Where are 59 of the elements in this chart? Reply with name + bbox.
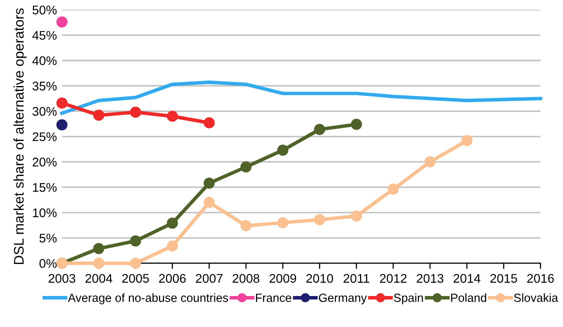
point	[461, 135, 472, 146]
y-tick-label: 25%	[32, 132, 57, 142]
y-tick-label: 15%	[33, 183, 57, 192]
point	[56, 16, 68, 28]
point	[130, 106, 142, 118]
point	[166, 240, 178, 252]
x-tick-label: 2006	[159, 274, 186, 283]
x-tick-label: 2003	[48, 274, 76, 283]
y-tick-label: 45%	[32, 31, 57, 40]
point	[314, 214, 326, 226]
x-tick-label: 2009	[270, 274, 296, 283]
point	[166, 110, 178, 122]
point	[277, 217, 288, 228]
x-tick-label: 2014	[454, 274, 480, 283]
point	[93, 242, 104, 254]
y-tick-label: 0%	[39, 259, 57, 268]
x-tick-label: 2012	[380, 274, 407, 283]
y-axis-title: DSL market share of alternative operators	[14, 8, 26, 264]
x-tick-label: 2015	[490, 274, 518, 283]
x-tick-label: 2005	[122, 274, 149, 283]
point	[424, 156, 436, 168]
y-tick-label: 50%	[32, 6, 57, 14]
legend-label: Poland	[451, 293, 486, 302]
point	[240, 220, 252, 232]
legend-label: Slovakia	[514, 293, 558, 302]
point	[56, 98, 68, 109]
y-tick-label: 40%	[32, 56, 57, 66]
x-tick-label: 2011	[344, 274, 370, 283]
point	[204, 117, 215, 128]
point	[240, 161, 252, 172]
point	[93, 110, 104, 121]
legend-label: Spain	[394, 293, 423, 304]
x-tick-label: 2007	[196, 274, 222, 283]
point	[204, 178, 215, 189]
y-tick-label: 30%	[32, 106, 57, 116]
y-tick-label: 10%	[33, 208, 57, 218]
legend-label: Germany	[318, 294, 367, 304]
y-tick-label: 35%	[32, 82, 57, 90]
point	[130, 235, 142, 246]
y-tick-label: 20%	[32, 158, 57, 167]
point	[277, 144, 288, 156]
point	[350, 210, 362, 222]
x-tick-label: 2004	[85, 274, 112, 283]
point	[388, 184, 399, 195]
x-tick-label: 2016	[527, 274, 554, 283]
point	[93, 258, 104, 269]
point	[166, 218, 178, 229]
point	[56, 119, 68, 130]
point	[350, 118, 362, 130]
point	[130, 258, 142, 269]
point	[314, 124, 326, 135]
x-tick-label: 2010	[306, 274, 334, 283]
x-tick-label: 2013	[416, 274, 444, 283]
x-tick-label: 2008	[232, 274, 260, 283]
line-series	[60, 80, 542, 115]
point	[204, 196, 215, 208]
legend-label: France	[256, 294, 292, 302]
y-tick-label: 5%	[40, 234, 57, 243]
legend-label: Average of no-abuse countries	[68, 293, 228, 304]
